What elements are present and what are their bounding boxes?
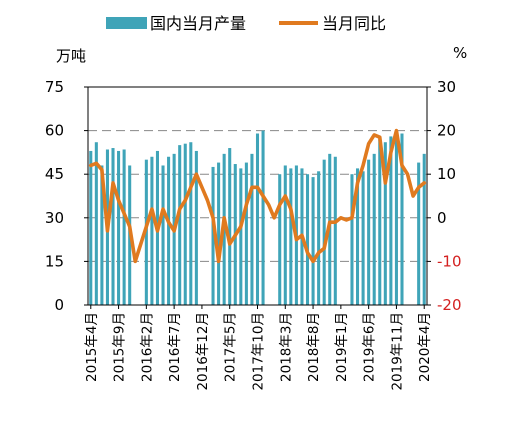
- bar: [333, 156, 337, 305]
- left-tick-label: 60: [45, 122, 64, 140]
- bar: [356, 168, 360, 305]
- bar: [372, 153, 376, 305]
- line-series: [88, 128, 427, 264]
- legend-line-label: 当月同比: [322, 14, 386, 33]
- left-tick-label: 15: [45, 252, 64, 270]
- bar: [239, 168, 243, 305]
- bar: [361, 171, 365, 305]
- bar: [317, 171, 321, 305]
- right-tick-label: 20: [437, 122, 456, 140]
- left-axis-unit: 万吨: [56, 47, 86, 65]
- left-axis-ticks: 0 15 30 45 60 75: [45, 78, 88, 314]
- bar: [211, 166, 215, 305]
- bar: [117, 150, 121, 305]
- bar: [278, 174, 282, 305]
- legend-bar-label: 国内当月产量: [150, 14, 246, 33]
- bar: [305, 174, 310, 305]
- bar: [383, 142, 387, 305]
- bar: [122, 149, 126, 305]
- bar: [183, 143, 187, 305]
- bar: [417, 162, 421, 305]
- right-axis-unit: %: [453, 44, 467, 62]
- x-tick-label: 2016年7月: [167, 312, 183, 382]
- bar: [194, 150, 198, 305]
- x-axis-ticks: 2015年4月 2015年9月 2016年2月 2016年7月 2016年12月 2017…: [84, 305, 433, 391]
- x-tick-label: 2015年4月: [84, 312, 100, 382]
- left-tick-label: 30: [45, 209, 64, 227]
- yoy-line: [88, 128, 427, 264]
- x-tick-label: 2019年1月: [334, 312, 350, 382]
- bar: [255, 133, 260, 305]
- legend: 国内当月产量 当月同比: [106, 14, 386, 33]
- right-axis-ticks: -20 -10 0 10 20 30: [427, 78, 462, 314]
- bar: [250, 153, 254, 305]
- left-tick-label: 75: [45, 78, 64, 96]
- x-tick-label: 2019年6月: [362, 312, 378, 382]
- right-tick-label: 30: [437, 78, 456, 96]
- bar: [228, 148, 232, 305]
- bar: [311, 177, 315, 305]
- left-tick-label: 0: [54, 296, 64, 314]
- bar: [161, 165, 165, 305]
- x-tick-label: 2017年5月: [223, 312, 239, 382]
- right-tick-label: 10: [437, 165, 456, 183]
- bar: [244, 162, 248, 305]
- x-tick-label: 2020年4月: [417, 312, 433, 382]
- legend-bar-swatch: [106, 17, 147, 29]
- bar: [389, 136, 393, 305]
- bar: [394, 130, 398, 305]
- bar: [350, 174, 354, 305]
- bar: [422, 153, 426, 305]
- right-tick-label: -10: [437, 252, 462, 270]
- x-tick-label: 2016年12月: [195, 312, 211, 391]
- bar: [289, 168, 293, 305]
- x-tick-label: 2019年11月: [389, 312, 405, 391]
- bar: [189, 142, 193, 305]
- right-tick-label: -20: [437, 296, 462, 314]
- bar-series: [89, 130, 426, 305]
- bar: [178, 145, 182, 305]
- bar: [167, 156, 171, 305]
- x-tick-label: 2015年9月: [112, 312, 128, 382]
- bar: [217, 162, 221, 305]
- x-tick-label: 2017年10月: [251, 312, 267, 391]
- bar: [150, 156, 154, 305]
- bar: [322, 159, 326, 305]
- bar: [94, 142, 98, 305]
- left-tick-label: 45: [45, 165, 64, 183]
- bar: [100, 165, 104, 305]
- bar: [89, 150, 93, 305]
- x-tick-label: 2018年8月: [306, 312, 322, 382]
- bar: [378, 139, 382, 305]
- bar: [261, 130, 265, 305]
- x-tick-label: 2016年2月: [139, 312, 155, 382]
- right-tick-label: 0: [437, 209, 447, 227]
- bar: [283, 165, 287, 305]
- bar: [111, 148, 115, 305]
- bar: [400, 133, 404, 305]
- bar: [367, 159, 371, 305]
- x-tick-label: 2018年3月: [278, 312, 294, 382]
